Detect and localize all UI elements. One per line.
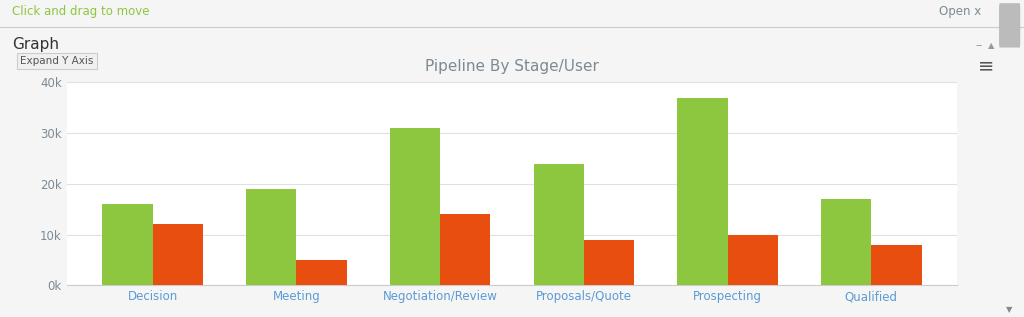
Bar	[727, 235, 778, 285]
Bar	[871, 245, 922, 285]
Bar	[534, 164, 584, 285]
Text: ≡: ≡	[978, 56, 994, 75]
Text: Open x: Open x	[939, 5, 981, 18]
Text: ▲: ▲	[988, 41, 994, 50]
Text: Expand Y Axis: Expand Y Axis	[20, 56, 93, 66]
Title: Pipeline By Stage/User: Pipeline By Stage/User	[425, 59, 599, 74]
Text: ▼: ▼	[1007, 305, 1013, 314]
Bar	[390, 128, 440, 285]
Bar	[440, 214, 490, 285]
Text: –: –	[976, 39, 982, 52]
Text: Graph: Graph	[12, 37, 59, 52]
Text: Click and drag to move: Click and drag to move	[12, 5, 150, 18]
Bar	[584, 240, 634, 285]
Bar	[677, 98, 727, 285]
Bar	[297, 260, 347, 285]
Bar	[821, 199, 871, 285]
Bar	[102, 204, 153, 285]
Bar	[153, 224, 203, 285]
Bar	[246, 189, 297, 285]
FancyBboxPatch shape	[999, 3, 1020, 48]
